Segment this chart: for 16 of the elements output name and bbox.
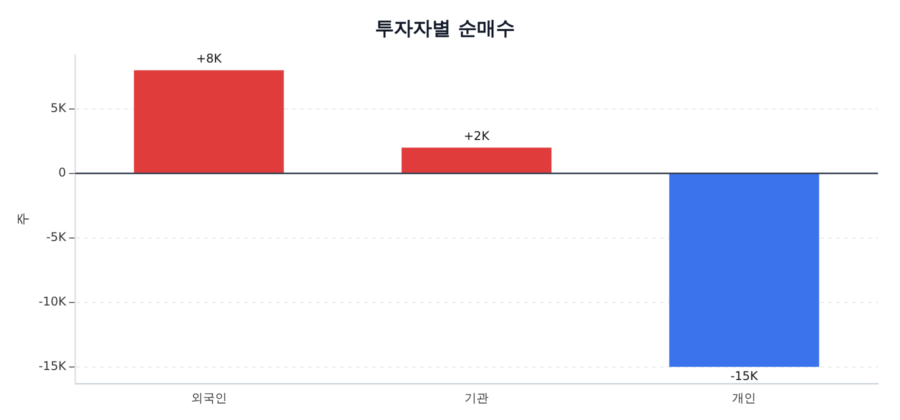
y-axis-title: 주 [16, 212, 32, 226]
y-tick-label: 5K [50, 101, 68, 116]
y-tick-label: 0 [58, 166, 66, 180]
data-label: +2K [464, 128, 490, 143]
bar [669, 174, 820, 367]
y-tick-label: -10K [38, 294, 68, 308]
x-tick-label: 개인 [732, 390, 756, 405]
chart-title: 투자자별 순매수 [375, 17, 515, 40]
bar [402, 148, 552, 173]
data-label: -15K [730, 368, 760, 383]
x-tick-label: 기관 [464, 390, 489, 405]
y-tick-label: -15K [38, 358, 68, 373]
bar [134, 70, 284, 173]
x-tick-label: 외국인 [190, 390, 227, 405]
data-label: +8K [196, 51, 223, 66]
y-tick-label: -5K [46, 230, 68, 244]
